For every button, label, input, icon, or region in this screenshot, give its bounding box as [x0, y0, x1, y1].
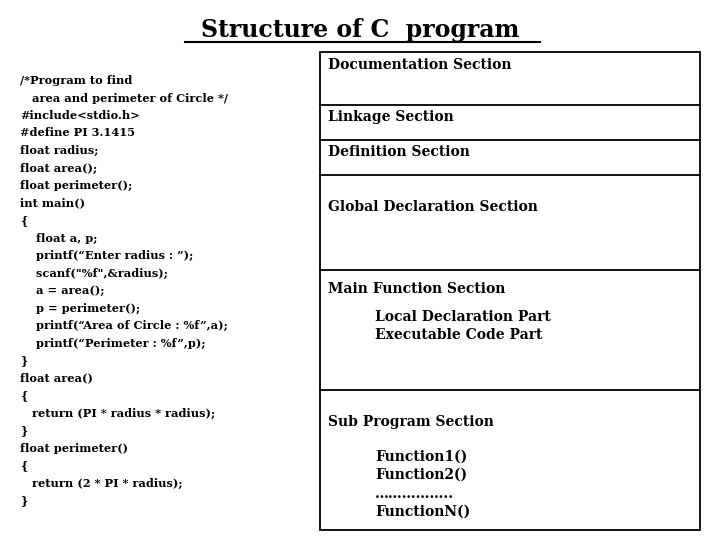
- Text: ……………..: ……………..: [375, 487, 454, 501]
- Text: float area(): float area(): [20, 373, 93, 383]
- Text: /*Program to find: /*Program to find: [20, 75, 132, 86]
- Text: {: {: [20, 460, 27, 471]
- Text: float perimeter(): float perimeter(): [20, 442, 128, 454]
- Text: Documentation Section: Documentation Section: [328, 58, 511, 72]
- Text: area and perimeter of Circle */: area and perimeter of Circle */: [20, 92, 228, 104]
- Text: FunctionN(): FunctionN(): [375, 505, 470, 519]
- Text: }: }: [20, 495, 27, 506]
- Text: return (PI * radius * radius);: return (PI * radius * radius);: [20, 408, 215, 418]
- Text: Structure of C  program: Structure of C program: [201, 18, 519, 42]
- Text: return (2 * PI * radius);: return (2 * PI * radius);: [20, 477, 182, 489]
- Text: Executable Code Part: Executable Code Part: [375, 328, 542, 342]
- Text: printf(“Area of Circle : %f”,a);: printf(“Area of Circle : %f”,a);: [20, 320, 228, 331]
- Text: float perimeter();: float perimeter();: [20, 180, 132, 191]
- Text: Sub Program Section: Sub Program Section: [328, 415, 494, 429]
- Text: Global Declaration Section: Global Declaration Section: [328, 200, 538, 214]
- Text: printf(“Perimeter : %f”,p);: printf(“Perimeter : %f”,p);: [20, 338, 205, 349]
- Text: scanf("%f",&radius);: scanf("%f",&radius);: [20, 267, 168, 279]
- Text: Function1(): Function1(): [375, 450, 467, 464]
- Bar: [320, 52, 700, 530]
- Text: int main(): int main(): [20, 198, 85, 208]
- Text: }: }: [20, 355, 27, 366]
- Text: {: {: [20, 215, 27, 226]
- Text: #include<stdio.h>: #include<stdio.h>: [20, 110, 140, 121]
- Text: float radius;: float radius;: [20, 145, 99, 156]
- Text: {: {: [20, 390, 27, 401]
- Text: Definition Section: Definition Section: [328, 145, 470, 159]
- Text: Local Declaration Part: Local Declaration Part: [375, 310, 551, 324]
- Text: }: }: [20, 425, 27, 436]
- Text: #define PI 3.1415: #define PI 3.1415: [20, 127, 135, 138]
- Text: Linkage Section: Linkage Section: [328, 110, 454, 124]
- Text: a = area();: a = area();: [20, 285, 104, 296]
- Text: float a, p;: float a, p;: [20, 233, 97, 244]
- Text: printf(“Enter radius : ”);: printf(“Enter radius : ”);: [20, 250, 193, 261]
- Text: float area();: float area();: [20, 163, 97, 173]
- Text: Main Function Section: Main Function Section: [328, 282, 505, 296]
- Text: p = perimeter();: p = perimeter();: [20, 302, 140, 314]
- Text: Function2(): Function2(): [375, 468, 467, 482]
